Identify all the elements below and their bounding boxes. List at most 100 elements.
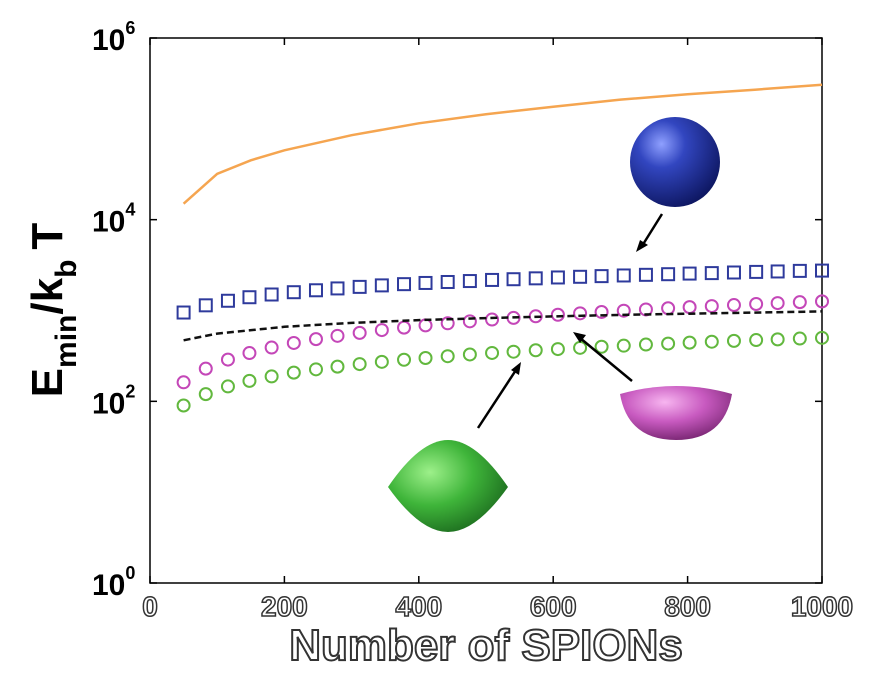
sphere-illustration	[630, 117, 720, 207]
circle-marker	[242, 346, 257, 361]
circle-marker	[594, 304, 609, 319]
square-marker	[682, 266, 697, 281]
y-tick-label: 104	[92, 200, 135, 239]
circle-marker	[418, 350, 433, 365]
plot-area	[176, 83, 829, 413]
circle-marker	[682, 300, 697, 315]
circle-marker	[308, 332, 323, 347]
x-tick-label: 0	[142, 591, 158, 622]
circle-marker	[770, 332, 785, 347]
circle-marker	[528, 343, 543, 358]
circle-marker	[264, 340, 279, 355]
arrow-head	[573, 332, 586, 343]
circle-marker	[704, 334, 719, 349]
square-marker	[792, 263, 807, 278]
square-marker	[418, 275, 433, 290]
circle-marker	[550, 307, 565, 322]
square-marker	[352, 279, 367, 294]
prolate-illustration	[388, 440, 508, 532]
circle-marker	[264, 369, 279, 384]
circle-marker	[352, 357, 367, 372]
circle-marker	[374, 323, 389, 338]
circle-marker	[176, 375, 191, 390]
circle-marker	[616, 338, 631, 353]
y-tick-base: 10	[92, 569, 125, 602]
circle-marker	[286, 335, 301, 350]
x-tick-label: 600	[530, 591, 577, 622]
y-tick-base: 10	[92, 387, 125, 420]
square-marker	[308, 283, 323, 298]
circle-marker	[198, 361, 213, 376]
circle-marker	[616, 303, 631, 318]
oblate-illustration	[620, 386, 732, 440]
y-axis-label: Emin/kbT	[23, 223, 83, 398]
y-tick-exponent: 4	[125, 200, 135, 220]
circle-marker	[286, 365, 301, 380]
circle-marker	[198, 387, 213, 402]
circle-marker	[462, 347, 477, 362]
circle-marker	[374, 354, 389, 369]
circle-marker	[220, 379, 235, 394]
x-tick-label: 200	[261, 591, 308, 622]
square-marker	[506, 272, 521, 287]
square-marker	[749, 264, 764, 279]
square-marker	[220, 293, 235, 308]
y-label-part: E	[23, 368, 72, 397]
circle-marker	[397, 320, 412, 335]
y-label-part: /k	[23, 277, 72, 314]
plot-frame	[149, 37, 823, 584]
circle-marker	[352, 325, 367, 340]
circle-marker	[485, 345, 500, 360]
series-dashed-line	[183, 310, 823, 342]
square-marker	[440, 274, 455, 289]
y-tick-exponent: 6	[125, 18, 135, 38]
y-tick-base: 10	[92, 24, 125, 57]
square-marker	[661, 267, 676, 282]
square-marker	[242, 290, 257, 305]
circle-marker	[704, 299, 719, 314]
circle-marker	[242, 373, 257, 388]
arrow	[640, 213, 664, 247]
square-marker	[397, 277, 412, 292]
square-marker	[330, 281, 345, 296]
square-marker	[726, 265, 741, 280]
circle-marker	[792, 295, 807, 310]
circle-marker	[638, 337, 653, 352]
square-marker	[815, 263, 829, 278]
arrow	[579, 337, 633, 382]
circle-marker	[749, 333, 764, 348]
circle-marker	[485, 312, 500, 327]
square-marker	[198, 298, 213, 313]
square-marker	[638, 267, 653, 282]
y-tick-exponent: 2	[125, 381, 135, 401]
y-label-subscript: min	[50, 315, 83, 368]
circle-marker	[220, 352, 235, 367]
circle-marker	[550, 342, 565, 357]
y-label-part: T	[23, 223, 72, 250]
x-tick-label: 400	[395, 591, 442, 622]
square-marker	[616, 268, 631, 283]
x-tick-label: 1000	[791, 591, 853, 622]
circle-marker	[726, 298, 741, 313]
square-marker	[176, 305, 191, 320]
circle-marker	[661, 301, 676, 316]
circle-marker	[462, 314, 477, 329]
circle-marker	[440, 316, 455, 331]
circle-marker	[749, 297, 764, 312]
square-marker	[374, 278, 389, 293]
y-label-subscript: b	[50, 260, 83, 278]
circle-marker	[418, 318, 433, 333]
circle-marker	[440, 349, 455, 364]
x-tick-label: 800	[664, 591, 711, 622]
square-marker	[462, 274, 477, 289]
square-marker	[770, 264, 785, 279]
circle-marker	[330, 328, 345, 343]
square-marker	[485, 272, 500, 287]
square-marker	[550, 270, 565, 285]
circle-marker	[573, 306, 588, 321]
y-tick-label: 102	[92, 381, 135, 420]
circle-marker	[397, 352, 412, 367]
arrow	[476, 369, 518, 429]
y-tick-label: 106	[92, 18, 135, 57]
series-line	[182, 83, 823, 205]
